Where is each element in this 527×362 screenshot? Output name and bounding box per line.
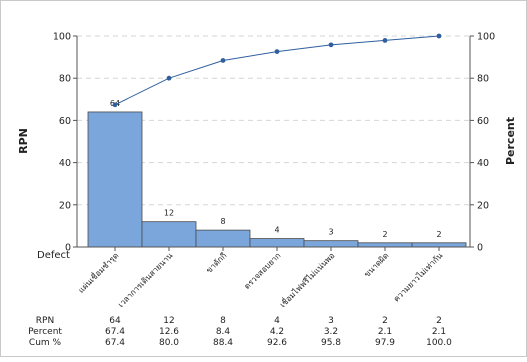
table-cell: 64 [109, 316, 121, 326]
cumulative-point [166, 75, 172, 81]
cumulative-point [382, 38, 388, 43]
table-cell: 8 [220, 316, 226, 326]
table-cell: 3.2 [324, 327, 338, 337]
left-tick-label: 0 [65, 243, 71, 254]
bar-value-label: 8 [220, 217, 225, 226]
right-tick-label: 100 [477, 32, 495, 43]
bar-value-label: 3 [328, 228, 333, 237]
right-axis-ticks: 0 20 40 60 80 100 [470, 32, 495, 254]
cumulative-point [220, 58, 226, 63]
category-label: เวลาการเดินสายนาน [116, 251, 174, 309]
table-cell: 2.1 [378, 327, 392, 337]
table-row-label: Percent [28, 327, 62, 337]
table-cell: 88.4 [213, 338, 233, 348]
bar [141, 221, 197, 248]
bar [195, 229, 251, 248]
left-tick-label: 60 [59, 116, 71, 127]
right-tick-label: 80 [477, 74, 489, 85]
category-label: ความยาวไม่เท่ากัน [392, 251, 445, 304]
bar [411, 242, 467, 248]
x-axis-label: Defect [37, 250, 70, 261]
table-cell: 8.4 [216, 327, 231, 337]
table-cell: 12 [163, 316, 174, 326]
cumulative-line [112, 33, 442, 108]
table-cell: 3 [328, 316, 334, 326]
cumulative-polyline [114, 35, 440, 106]
right-tick-label: 20 [477, 200, 489, 211]
cumulative-point [112, 102, 118, 108]
left-tick-label: 100 [53, 32, 71, 43]
table-cell: 95.8 [321, 338, 341, 348]
cumulative-point [436, 33, 442, 39]
table-cell: 67.4 [105, 338, 125, 348]
category-label: ขนาดผิด [362, 251, 390, 279]
category-label: แผ่นเชื่อมชำรุด [75, 250, 120, 295]
table-cell: 67.4 [105, 327, 125, 337]
right-tick-label: 0 [477, 243, 483, 254]
bar [357, 242, 413, 248]
cumulative-point [328, 42, 334, 48]
table-cell: 4.2 [270, 327, 284, 337]
table-row-label: RPN [36, 316, 54, 326]
table-cell: 4 [274, 316, 280, 326]
bars [87, 111, 467, 248]
bar-value-label: 2 [436, 230, 441, 239]
left-tick-label: 20 [59, 200, 71, 211]
left-tick-label: 80 [59, 74, 71, 85]
bar-value-label: 2 [382, 230, 387, 239]
bar-value-label: 12 [164, 209, 174, 218]
table-cell: 92.6 [267, 338, 287, 348]
bar [249, 238, 305, 248]
table-cell: 12.6 [159, 327, 179, 337]
right-axis-label: Percent [504, 117, 517, 165]
table-row-label: Cum % [29, 338, 62, 348]
summary-table: RPN 64 12 8 4 3 2 2 Percent 67.4 12.6 8.4 4.2 3.2 2.1 2… [28, 316, 452, 348]
right-tick-label: 40 [477, 158, 489, 169]
cumulative-point [274, 49, 280, 55]
table-cell: 2 [382, 316, 388, 326]
table-cell: 2 [436, 316, 442, 326]
category-label: ขาดักกี [204, 251, 228, 275]
bar [303, 240, 359, 248]
left-axis-ticks: 0 20 40 60 80 100 [53, 32, 77, 254]
table-cell: 100.0 [426, 338, 452, 348]
table-cell: 80.0 [159, 338, 179, 348]
right-tick-label: 60 [477, 116, 489, 127]
left-axis-label: RPN [17, 128, 30, 154]
left-tick-label: 40 [59, 158, 71, 169]
bar-value-label: 4 [274, 226, 279, 235]
gridlines [77, 35, 470, 206]
axes [76, 36, 471, 248]
category-label: เชื่อมไฟฟรีไม่แน่นพอ [277, 249, 337, 309]
table-cell: 97.9 [375, 338, 395, 348]
table-cell: 2.1 [432, 327, 446, 337]
bar [87, 111, 143, 248]
category-label: ตรวจสอบยาก [242, 251, 282, 291]
